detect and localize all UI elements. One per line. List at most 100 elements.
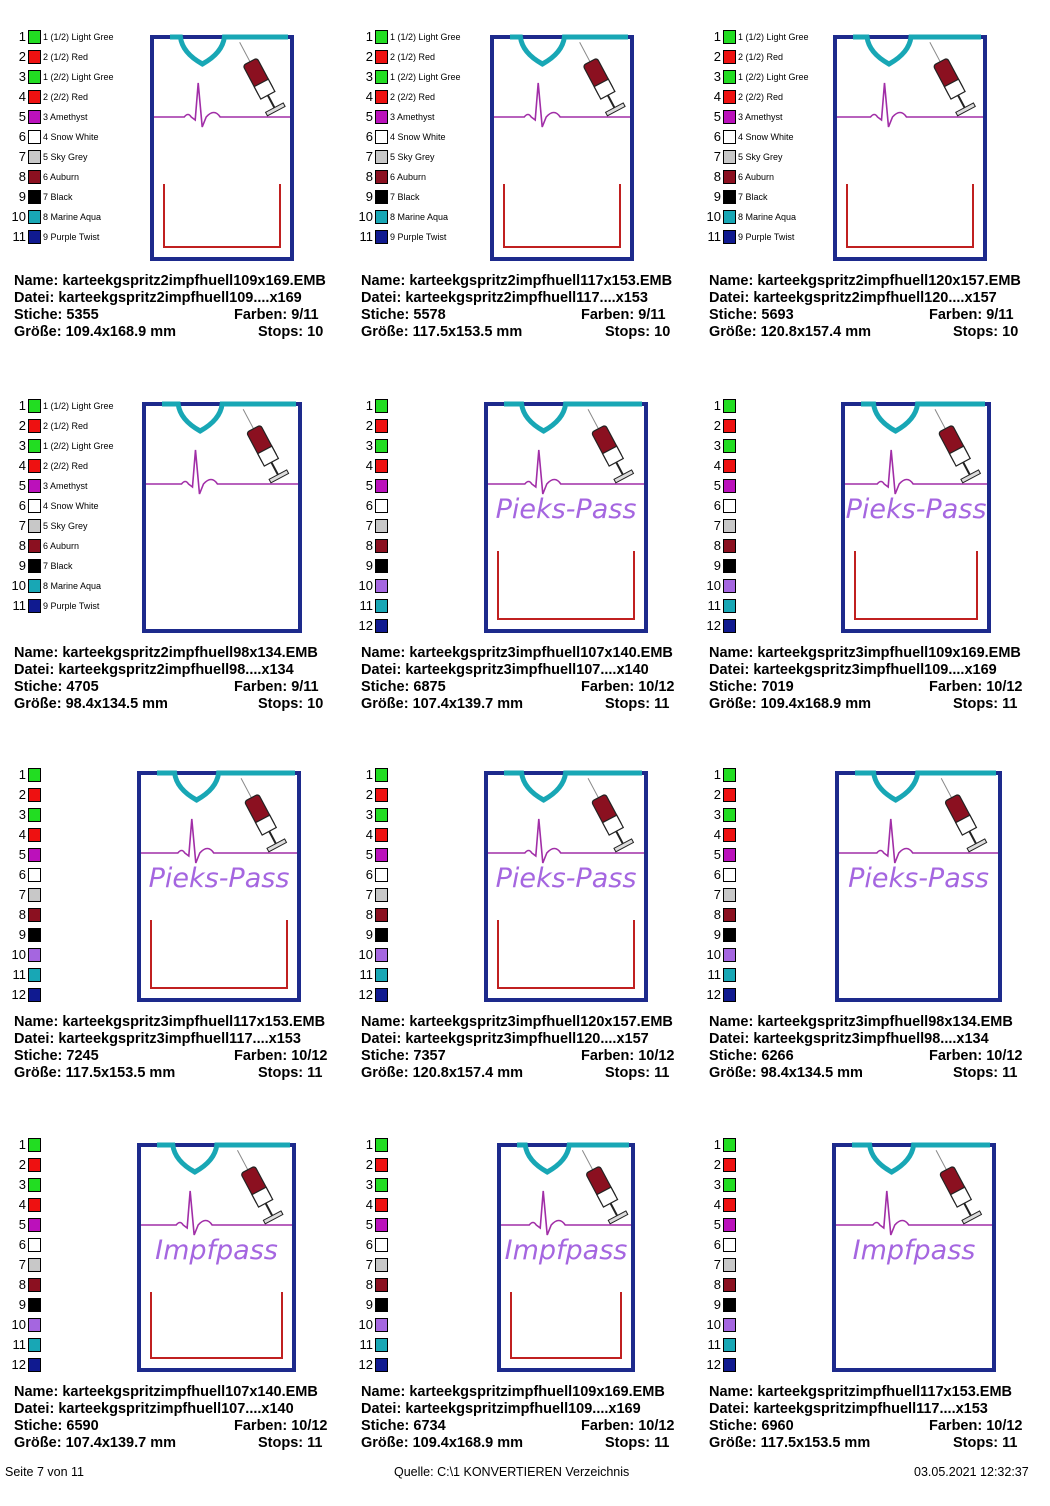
thread-number: 1: [365, 767, 373, 782]
thread-number: 8: [365, 1277, 373, 1292]
design-stitches-line: Stiche: 7357 Farben: 10/12: [361, 1048, 708, 1065]
thread-color-row: 5 3 Amethyst: [709, 109, 849, 125]
field-right: Farben: 9/11: [234, 679, 319, 696]
color-swatch: [375, 419, 388, 433]
thread-number: 12: [706, 618, 721, 633]
ecg-line: [154, 82, 290, 128]
field-right: Farben: 9/11: [929, 307, 1014, 324]
design-stitches-line: Stiche: 7019 Farben: 10/12: [709, 679, 1050, 696]
field-value: karteekgspritz3impfhuell120x157.EMB: [409, 1014, 673, 1030]
thread-color-row: 8 6 Auburn: [14, 169, 154, 185]
pocket-outline: [150, 920, 288, 989]
thread-color-row: 11: [360, 598, 501, 614]
design-size-line: Größe: 120.8x157.4 mm Stops: 10: [709, 324, 1050, 341]
thread-name: 1 (2/2) Light Gree: [390, 72, 461, 82]
thread-number: 3: [18, 69, 26, 84]
thread-color-row: 3: [709, 438, 849, 454]
collar-shape: [157, 1142, 290, 1175]
field-right: Farben: 10/12: [929, 1418, 1023, 1435]
field-label: Datei:: [709, 290, 750, 306]
embroidery-preview: Impfpass: [137, 1142, 296, 1372]
thread-color-row: 1: [14, 767, 154, 783]
footer-page-number: Seite 7 von 11: [5, 1465, 84, 1479]
field-label: Größe:: [14, 1065, 62, 1081]
thread-color-row: 1 1 (1/2) Light Gree: [14, 398, 154, 414]
field-value: 5355: [66, 307, 99, 323]
collar-shape: [162, 401, 296, 434]
thread-color-row: 1: [361, 398, 501, 414]
thread-color-row: 4: [709, 827, 849, 843]
ecg-line: [836, 1190, 992, 1236]
thread-name: 2 (1/2) Red: [43, 421, 89, 431]
color-swatch: [28, 419, 41, 433]
thread-color-row: 3 1 (2/2) Light Gree: [14, 69, 154, 85]
field-value: 6266: [761, 1048, 794, 1064]
color-swatch: [723, 70, 736, 84]
thread-color-row: 2: [709, 787, 849, 803]
field-value: 109.4x168.9 mm: [65, 324, 177, 340]
field-right: Stops: 11: [605, 1435, 669, 1452]
thread-color-row: 10: [12, 1317, 154, 1333]
field-value: 5578: [413, 307, 446, 323]
field-label: Farben:: [929, 1048, 983, 1064]
thread-name: 4 Snow White: [390, 132, 446, 142]
color-swatch: [28, 539, 41, 553]
design-title-text: Pieks-Pass: [496, 863, 637, 894]
field-label: Datei:: [709, 1401, 750, 1417]
design-info: Name: karteekgspritz2impfhuell117x153.EM…: [361, 273, 708, 341]
color-swatch: [28, 70, 41, 84]
design-name-line: Name: karteekgspritz2impfhuell120x157.EM…: [709, 273, 1050, 290]
card-outline: [833, 35, 987, 261]
color-swatch: [28, 988, 41, 1002]
field-value: karteekgspritz2impfhuell109....x169: [58, 290, 302, 306]
thread-name: 1 (2/2) Light Gree: [738, 72, 809, 82]
color-swatch: [375, 539, 388, 553]
design-card: 1 1 (1/2) Light Gree 2 2 (1/2) Red 3 1 (2/2) …: [707, 29, 1050, 398]
color-swatch: [375, 579, 388, 593]
thread-number: 4: [713, 827, 721, 842]
thread-color-row: 6 4 Snow White: [14, 498, 154, 514]
color-swatch: [375, 150, 388, 164]
color-swatch: [723, 768, 736, 782]
design-size-line: Größe: 107.4x139.7 mm Stops: 11: [361, 696, 708, 713]
field-label: Farben:: [234, 679, 288, 695]
design-stitches-line: Stiche: 5578 Farben: 9/11: [361, 307, 708, 324]
field-label: Stiche:: [709, 307, 758, 323]
design-card: 1 2 3 4 5 6 7 8 9 10 11 12 Impfpass Name: karteekgspr…: [12, 1137, 361, 1506]
color-swatch: [28, 1138, 41, 1152]
thread-number: 3: [713, 438, 721, 453]
thread-number: 10: [11, 209, 26, 224]
design-card: 1 1 (1/2) Light Gree 2 2 (1/2) Red 3 1 (2/2) …: [12, 398, 361, 767]
field-label: Farben:: [581, 1418, 635, 1434]
thread-color-row: 4: [361, 458, 501, 474]
thread-color-row: 4: [14, 1197, 154, 1213]
color-swatch: [723, 479, 736, 493]
thread-color-row: 10: [359, 1317, 501, 1333]
thread-number: 5: [713, 478, 721, 493]
thread-number: 10: [358, 947, 373, 962]
thread-number: 5: [365, 109, 373, 124]
color-swatch: [375, 788, 388, 802]
color-swatch: [28, 1218, 41, 1232]
field-value: 117.5x153.5 mm: [65, 1065, 176, 1081]
thread-number: 6: [365, 867, 373, 882]
design-name-line: Name: karteekgspritzimpfhuell117x153.EMB: [709, 1384, 1050, 1401]
thread-number: 5: [18, 847, 26, 862]
field-value: 10/12: [986, 1048, 1023, 1064]
design-info: Name: karteekgspritz3impfhuell109x169.EM…: [709, 645, 1050, 713]
thread-color-row: 4: [709, 458, 849, 474]
field-label: Größe:: [361, 1065, 409, 1081]
color-swatch: [723, 828, 736, 842]
color-swatch: [375, 968, 388, 982]
thread-number: 11: [707, 229, 722, 244]
thread-number: 4: [365, 458, 373, 473]
color-swatch: [375, 928, 388, 942]
thread-color-row: 5: [709, 1217, 849, 1233]
thread-name: 6 Auburn: [43, 172, 80, 182]
thread-color-row: 8: [361, 907, 501, 923]
thread-number: 11: [359, 967, 374, 982]
field-value: 10/12: [638, 1048, 675, 1064]
ecg-line: [146, 449, 298, 495]
thread-color-row: 7: [361, 1257, 501, 1273]
thread-color-row: 6 4 Snow White: [361, 129, 501, 145]
